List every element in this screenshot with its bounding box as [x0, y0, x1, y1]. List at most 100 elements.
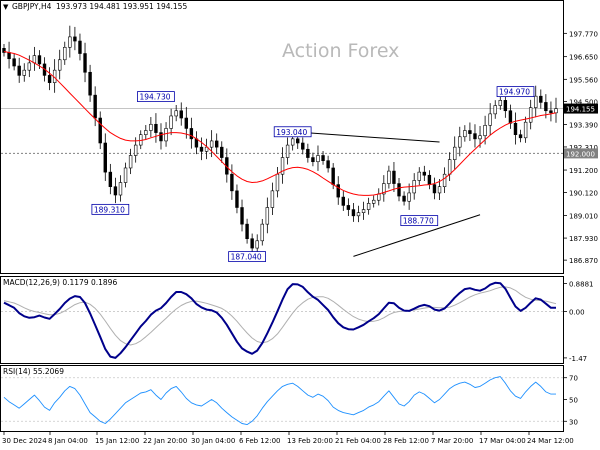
- rsi-panel[interactable]: [0, 365, 564, 432]
- dropdown-arrow-icon[interactable]: ▼: [3, 3, 9, 11]
- rsi-tick-label: 50: [569, 397, 578, 405]
- candle-body: [397, 183, 401, 197]
- candle-body: [513, 122, 518, 135]
- candle-body: [265, 207, 270, 225]
- candle-body: [149, 123, 153, 131]
- candle-body: [32, 55, 37, 64]
- candle-body: [361, 209, 366, 214]
- candle-body: [407, 192, 411, 202]
- price-label-box: [228, 251, 266, 263]
- candle-body: [518, 134, 523, 139]
- macd-tick-label: 0.8881: [569, 281, 594, 289]
- candle-body: [280, 157, 285, 175]
- candle-body: [468, 130, 472, 134]
- candle-body: [296, 138, 300, 144]
- candle-body: [108, 171, 113, 187]
- candle-body: [133, 144, 138, 156]
- price-tick-label: 193.390: [569, 121, 598, 129]
- candle-body: [275, 173, 280, 192]
- candle-body: [27, 62, 32, 71]
- time-tick-label: 24 Mar 12:00: [527, 437, 574, 445]
- candle-body: [2, 48, 6, 53]
- candle-body: [346, 205, 351, 210]
- candle-body: [93, 94, 97, 119]
- candle-body: [341, 196, 346, 206]
- candle-body: [554, 108, 558, 114]
- candle-body: [285, 144, 290, 158]
- candle-body: [528, 107, 533, 123]
- candle-body: [220, 146, 224, 158]
- time-tick-label: 21 Feb 04:00: [335, 437, 381, 445]
- candle-body: [98, 117, 102, 144]
- price-tick-label: 197.770: [569, 30, 598, 38]
- candle-body: [488, 113, 492, 126]
- candle-body: [179, 110, 183, 119]
- time-tick-label: 15 Jan 12:00: [95, 437, 139, 445]
- price-tick-label: 196.650: [569, 54, 598, 62]
- level-tag-label: 192.000: [566, 150, 595, 158]
- trendline: [292, 131, 440, 143]
- price-label: 189.310: [94, 205, 125, 214]
- candle-body: [493, 105, 497, 115]
- candle-body: [37, 55, 42, 65]
- price-axis: 197.770 196.650 195.560 194.500 193.390 192.3…: [563, 30, 598, 265]
- candle-body: [306, 148, 310, 158]
- candle-body: [437, 186, 442, 194]
- candle-body: [73, 36, 77, 42]
- candle-body: [7, 52, 11, 60]
- candle-body: [351, 209, 356, 217]
- price-tick-label: 192.310: [569, 144, 598, 152]
- time-tick-label: 30 Jan 04:00: [191, 437, 235, 445]
- candle-body: [463, 130, 467, 138]
- rsi-label: RSI(14) 55.2069: [3, 367, 64, 376]
- candle-body: [199, 146, 204, 152]
- rsi-tick-label: 30: [569, 418, 578, 426]
- candle-body: [377, 193, 381, 201]
- candle-body: [326, 160, 330, 169]
- price-panel[interactable]: [0, 0, 564, 274]
- candle-body: [63, 46, 67, 61]
- candle-body: [174, 110, 178, 117]
- candle-body: [12, 58, 16, 67]
- time-tick-label: 28 Feb 12:00: [383, 437, 429, 445]
- candle-body: [544, 102, 548, 112]
- candle-body: [387, 170, 391, 184]
- current-price-tag: [564, 103, 598, 114]
- candle-body: [366, 203, 371, 210]
- candle-body: [68, 36, 72, 48]
- price-label: 193.040: [276, 128, 307, 137]
- candle-body: [118, 182, 123, 196]
- price-annotations: 194.730 193.040 189.310 187.040 188.770 194.9…: [91, 86, 535, 263]
- macd-panel[interactable]: [0, 276, 564, 364]
- ma-line: [3, 51, 557, 196]
- candle-body: [316, 155, 320, 163]
- candle-body: [209, 140, 214, 148]
- candle-body: [47, 75, 52, 83]
- candle-body: [103, 142, 107, 173]
- price-label-box: [91, 203, 130, 215]
- candles: [2, 25, 558, 254]
- candle-body: [189, 128, 194, 140]
- candle-body: [539, 95, 543, 103]
- candle-body: [371, 199, 376, 204]
- price-tick-label: 194.500: [569, 98, 598, 106]
- candle-body: [245, 223, 249, 240]
- candle-body: [164, 128, 168, 142]
- candle-body: [22, 69, 26, 76]
- chart-symbol: GBPJPY,H4: [12, 2, 52, 11]
- macd-tick-label: -1.47: [569, 355, 587, 363]
- candle-body: [402, 195, 406, 202]
- candle-body: [88, 71, 92, 96]
- rsi-tick-label: 70: [569, 375, 578, 383]
- candle-body: [417, 171, 421, 181]
- candle-body: [392, 170, 396, 184]
- macd-line: [3, 281, 556, 359]
- time-tick-label: 8 Jan 04:00: [48, 437, 88, 445]
- candle-body: [17, 65, 21, 76]
- candle-body: [184, 117, 189, 129]
- price-tick-label: 187.930: [569, 235, 598, 243]
- macd-layer: 0.8881 0.00 -1.47: [1, 281, 594, 363]
- candle-body: [458, 136, 462, 148]
- candle-body: [159, 132, 163, 142]
